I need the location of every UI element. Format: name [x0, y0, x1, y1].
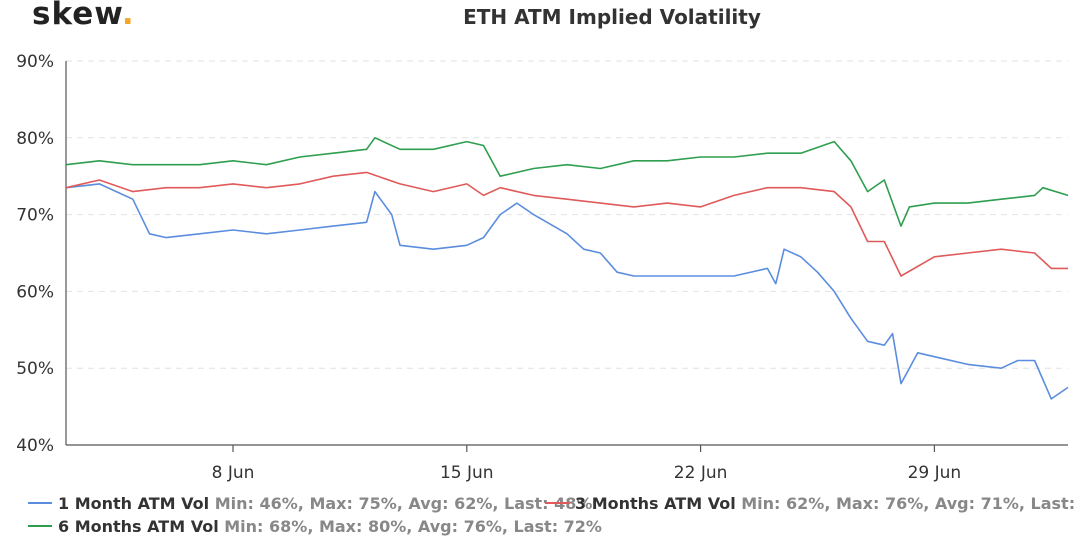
x-tick-label: 8 Jun [212, 463, 255, 483]
grid-lines [66, 60, 1068, 369]
legend-stats: Min: 62%, Max: 76%, Avg: 71%, Last: 63% [741, 494, 1080, 513]
legend-swatch-3m [545, 501, 569, 504]
y-tick-label: 50% [16, 359, 54, 379]
legend-stats: Min: 68%, Max: 80%, Avg: 76%, Last: 72% [224, 517, 602, 536]
x-axis: 8 Jun 15 Jun 22 Jun 29 Jun [65, 61, 1068, 483]
y-tick-label: 40% [16, 436, 54, 456]
y-tick-label: 60% [16, 282, 54, 302]
series-line-6m [65, 137, 1069, 227]
y-axis-ticks: 40% 50% 60% 70% 80% 90% [16, 52, 54, 456]
series-line-1m [65, 183, 1069, 400]
legend-stats: Min: 46%, Max: 75%, Avg: 62%, Last: 48% [214, 494, 593, 513]
y-tick-label: 90% [16, 52, 54, 72]
legend-series-name: 3 Months ATM Vol [575, 494, 736, 513]
skew-logo: skew. [32, 0, 135, 32]
legend-row: 6 Months ATM Vol Min: 68%, Max: 80%, Avg… [28, 517, 602, 536]
y-tick-label: 80% [16, 129, 54, 149]
x-tick-label: 29 Jun [908, 463, 962, 483]
legend-series-name: 6 Months ATM Vol [58, 517, 219, 536]
legend-swatch-6m [28, 524, 52, 527]
legend-item-3m[interactable]: 3 Months ATM Vol Min: 62%, Max: 76%, Avg… [545, 494, 1080, 513]
legend-item-6m[interactable]: 6 Months ATM Vol Min: 68%, Max: 80%, Avg… [28, 517, 602, 536]
x-tick-label: 15 Jun [440, 463, 494, 483]
chart-title: ETH ATM Implied Volatility [463, 5, 761, 29]
legend-swatch-1m [28, 501, 52, 504]
series-lines [65, 137, 1069, 400]
x-tick-label: 22 Jun [674, 463, 728, 483]
series-line-3m [65, 171, 1068, 277]
legend-item-1m[interactable]: 1 Month ATM Vol Min: 46%, Max: 75%, Avg:… [28, 494, 592, 513]
y-tick-label: 70% [16, 206, 54, 226]
legend-series-name: 1 Month ATM Vol [58, 494, 210, 513]
legend-row: 1 Month ATM Vol Min: 46%, Max: 75%, Avg:… [28, 494, 1080, 513]
